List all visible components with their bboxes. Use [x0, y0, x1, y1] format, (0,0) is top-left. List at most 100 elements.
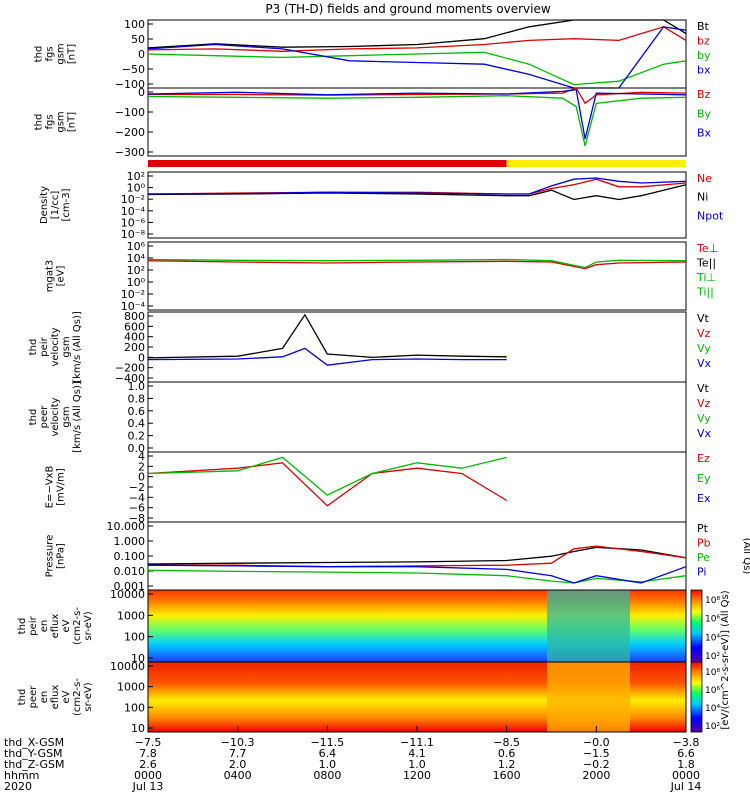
- x-tick-label: 1.8: [677, 758, 695, 771]
- panel-pressure: 10.000 1.000 0.100 0.010 0.001 Pressure [nPa] P…: [45, 520, 750, 593]
- y-axis-label: en: [39, 691, 50, 704]
- series-line-bx: [147, 26, 687, 89]
- legend-entry: By: [697, 107, 712, 120]
- legend-entry: Pt: [697, 522, 709, 535]
- x-tick-label: 0000: [134, 769, 162, 782]
- peer-spec-lowflux-region: [547, 662, 630, 732]
- y-tick-label: 4: [138, 450, 145, 463]
- y-axis-label: gsm: [56, 111, 67, 132]
- colorbar-tick-label: 10⁶: [705, 615, 720, 625]
- y-tick-label: 10000: [110, 660, 145, 673]
- y-axis-label: peer: [28, 685, 39, 709]
- series-line-ne: [147, 178, 687, 195]
- y-axis-label: sr-eV): [83, 611, 94, 640]
- y-tick-label: 200: [124, 341, 145, 354]
- series-line-by: [147, 95, 687, 146]
- y-axis-label: peir: [28, 615, 39, 635]
- series-line-bz: [147, 26, 687, 52]
- x-tick-label: 2000: [582, 769, 610, 782]
- x-tick-label: 1.2: [498, 758, 516, 771]
- y-tick-label: −100: [115, 106, 145, 119]
- legend-entry: Ti⊥: [696, 271, 716, 284]
- y-tick-label: 0: [138, 48, 145, 61]
- x-tick-label: 2.6: [139, 758, 157, 771]
- y-tick-label: 0.001: [114, 580, 146, 593]
- y-axis-label: en: [39, 620, 50, 633]
- y-tick-label: 10: [131, 652, 145, 665]
- panel-frame: [147, 87, 687, 157]
- x-row-label: hhmm: [4, 769, 39, 782]
- legend-entry: by: [697, 49, 711, 62]
- y-tick-label: −300: [115, 146, 145, 159]
- series-line-bz: [148, 87, 687, 105]
- y-axis-label: (cm2-s-: [72, 678, 83, 716]
- x-tick-label: −11.1: [400, 736, 434, 749]
- x-row-label: thd_X-GSM: [4, 736, 64, 749]
- legend-entry: Ni: [697, 191, 708, 204]
- y-axis-label: Density: [39, 186, 50, 224]
- y-tick-label: 2: [138, 460, 145, 473]
- x-tick-label: −1.5: [583, 747, 610, 760]
- panel-efield: 420−2−4−6−8 E=−VxB [mV/m] Ez Ey Ex: [45, 450, 711, 525]
- x-tick-label: −8.5: [493, 736, 520, 749]
- y-tick-label: −200: [115, 362, 145, 375]
- y-tick-label: 50: [131, 33, 145, 46]
- legend-entry: Ez: [697, 452, 710, 465]
- legend-entry: bz: [697, 35, 710, 48]
- y-axis-label: thd: [34, 46, 45, 63]
- y-tick-label: 1.000: [114, 535, 146, 548]
- series-line-ti: [147, 258, 687, 269]
- y-tick-label: 10⁰: [127, 182, 146, 195]
- y-tick-label: 0.2: [128, 430, 146, 443]
- legend-entry: Vz: [697, 327, 711, 340]
- y-tick-label: −2: [129, 481, 145, 494]
- legend-entry: Te⊥: [696, 242, 718, 255]
- x-tick-label: 1200: [403, 769, 431, 782]
- x-tick-label: −0.2: [583, 758, 610, 771]
- y-axis-label: (cm2-s-: [72, 607, 83, 645]
- y-tick-label: 1000: [117, 609, 145, 622]
- legend-entry: Vy: [697, 342, 711, 355]
- series-line-pi: [147, 564, 687, 584]
- series-line-vx: [147, 347, 507, 366]
- x-tick-label: 4.1: [408, 747, 426, 760]
- y-axis-label: velocity: [50, 397, 61, 436]
- y-tick-label: 10⁴: [127, 252, 146, 265]
- y-axis-label: [km/s (All Qs)]: [72, 311, 83, 383]
- y-tick-label: 0.8: [128, 392, 146, 405]
- colorbar-tick-label: 10⁶: [705, 686, 720, 696]
- legend-entry: Pb: [697, 537, 711, 550]
- y-tick-label: −200: [115, 126, 145, 139]
- y-axis-label: gsm: [61, 406, 72, 427]
- y-axis-label: thd: [28, 409, 39, 426]
- y-tick-label: 0.4: [128, 417, 146, 430]
- y-tick-label: 800: [124, 310, 145, 323]
- x-tick-label: −10.3: [221, 736, 255, 749]
- y-axis-label: fgs: [45, 114, 56, 129]
- y-tick-label: 10.000: [107, 520, 146, 533]
- y-tick-label: 0: [138, 86, 145, 99]
- legend-entry: Vz: [697, 397, 711, 410]
- y-axis-label: gsm: [56, 43, 67, 64]
- panel-frame: [147, 381, 687, 453]
- y-tick-label: 10⁶: [127, 240, 146, 253]
- peer-spec-colorbar: [690, 661, 703, 733]
- y-tick-label: 600: [124, 320, 145, 333]
- legend-entry: Te||: [696, 257, 716, 270]
- y-axis-label: [km/s (All Qs)]: [72, 381, 83, 453]
- y-tick-label: 10⁻⁸: [121, 228, 146, 241]
- y-tick-label: 10: [131, 722, 145, 735]
- series-line-npot: [147, 177, 687, 195]
- panel-peer-velocity: 1.00.80.60.40.20.0 thd peer velocity gsm [km/…: [28, 380, 712, 455]
- y-tick-label: −6: [129, 502, 145, 515]
- y-tick-label: 100: [124, 631, 145, 644]
- legend-entry: Npot: [697, 209, 724, 222]
- y-axis-label: eflux: [50, 614, 61, 639]
- legend-entry: bx: [697, 64, 711, 77]
- panel-frame: [147, 171, 687, 239]
- y-tick-label: 10⁰: [127, 276, 146, 289]
- y-axis-label: [eV]: [56, 266, 67, 287]
